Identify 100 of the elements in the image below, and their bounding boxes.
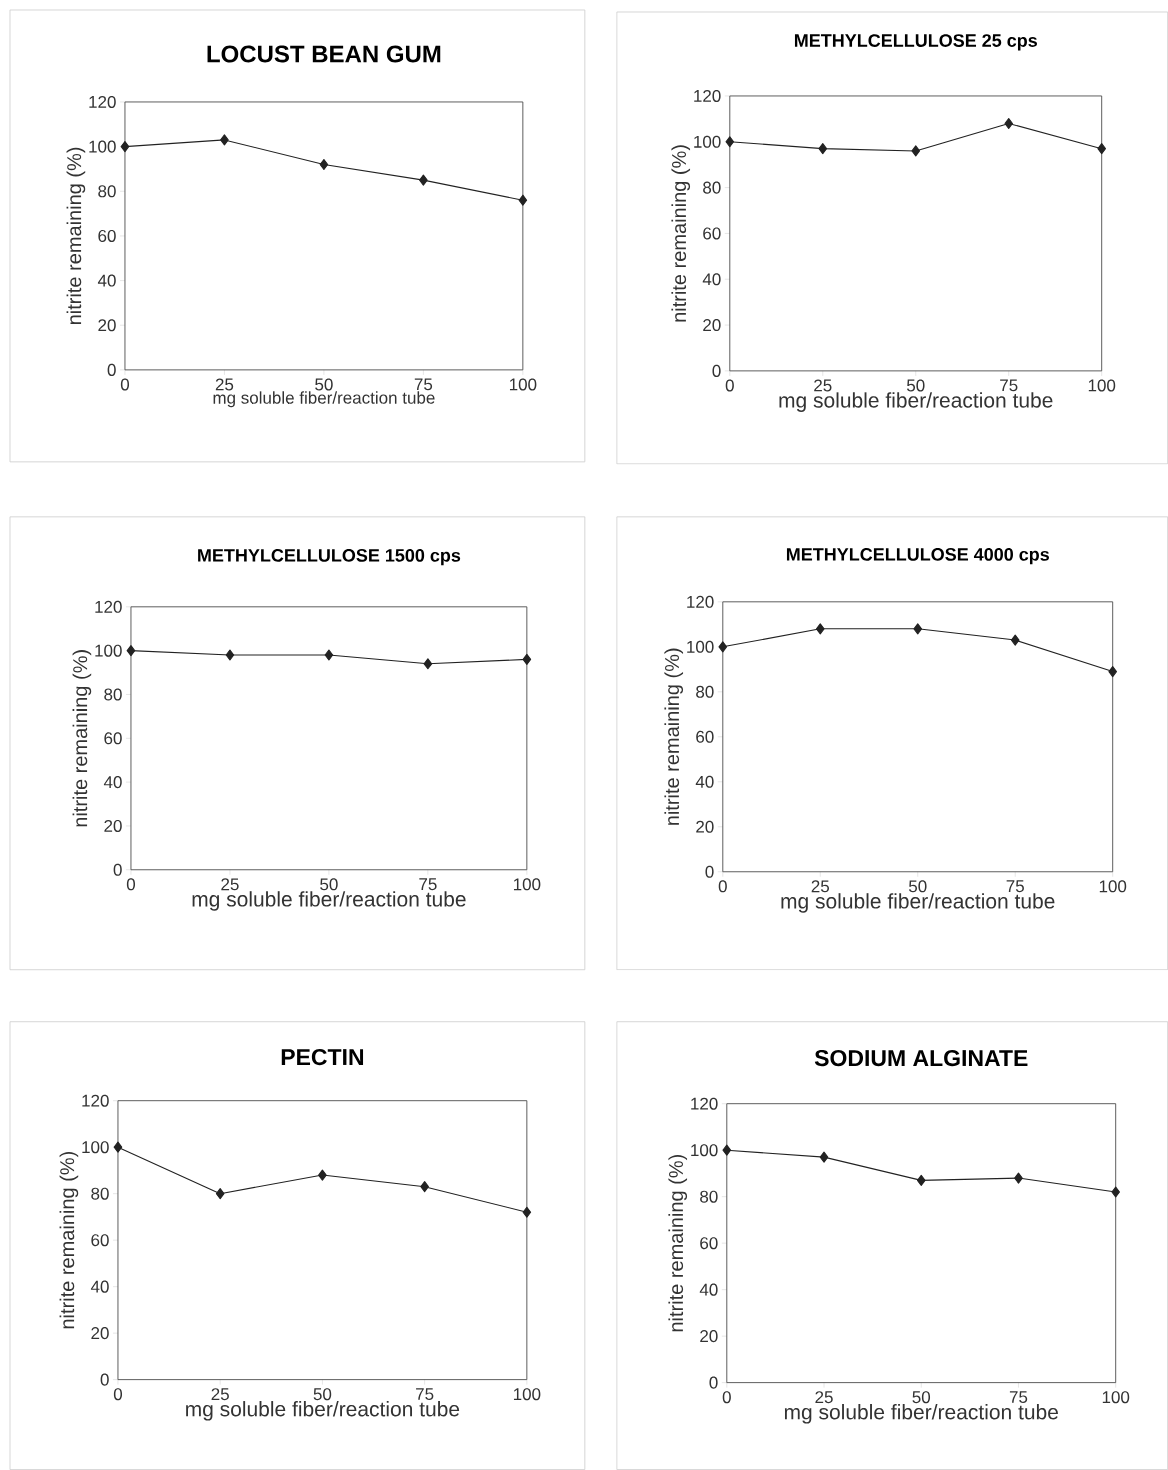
y-tick-label: 100: [687, 640, 714, 653]
point: [819, 1151, 829, 1163]
y-tick-label: 60: [98, 229, 116, 242]
y-tick-label: 0: [107, 363, 116, 376]
x-axis-title: mg soluble fiber/reaction tube: [779, 392, 1053, 412]
y-tick-label: 20: [91, 1327, 109, 1340]
y-tick-label: 40: [97, 274, 116, 287]
y-axis-title: nitrite remaining (%): [671, 145, 691, 322]
y-tick-label: 100: [89, 140, 116, 153]
x-axis-title: mg soluble fiber/reaction tube: [213, 391, 435, 408]
point: [911, 145, 921, 157]
x-tick-label: 25: [221, 878, 239, 891]
point: [1108, 666, 1117, 678]
point: [220, 134, 229, 146]
y-tick-label: 0: [709, 1376, 718, 1389]
y-tick-label: 80: [703, 181, 721, 194]
x-tick-label: 0: [725, 379, 734, 392]
x-tick-label: 50: [912, 1391, 931, 1404]
point: [423, 658, 433, 670]
x-tick-label: 50: [906, 379, 925, 392]
y-tick-label: 100: [691, 1144, 718, 1157]
point: [1097, 143, 1106, 155]
x-tick-label: 50: [908, 880, 927, 893]
point: [215, 1188, 225, 1200]
point: [818, 143, 828, 155]
point: [1014, 1172, 1023, 1184]
chart-title: LOCUST BEAN GUM: [207, 45, 441, 63]
y-tick-label: 120: [89, 95, 116, 108]
x-tick-label: 25: [814, 379, 832, 392]
point: [120, 141, 130, 153]
x-tick-label: 50: [320, 878, 338, 891]
chart-title: METHYLCELLULOSE 4000 cps: [786, 548, 1049, 565]
y-tick-label: 60: [104, 732, 122, 745]
point: [1010, 634, 1020, 646]
y-tick-label: 100: [95, 644, 122, 657]
y-tick-label: 60: [91, 1234, 109, 1247]
point: [419, 174, 428, 186]
y-tick-label: 120: [691, 1097, 718, 1110]
y-tick-label: 80: [98, 185, 116, 198]
x-axis-title: mg soluble fiber/reaction tube: [186, 1401, 460, 1421]
y-tick-label: 120: [694, 89, 721, 102]
y-tick-label: 40: [702, 273, 721, 286]
point: [113, 1141, 123, 1153]
chart-title: METHYLCELLULOSE 25 cps: [794, 34, 1037, 51]
y-tick-label: 0: [100, 1373, 109, 1386]
point: [420, 1181, 429, 1193]
y-axis-title: nitrite remaining (%): [72, 650, 92, 827]
y-axis-title: nitrite remaining (%): [664, 648, 684, 825]
y-tick-label: 100: [694, 135, 721, 148]
y-tick-label: 100: [82, 1141, 109, 1154]
x-tick-label: 50: [313, 1388, 332, 1401]
point: [319, 158, 329, 171]
x-tick-label: 100: [509, 378, 537, 391]
point: [916, 1174, 926, 1186]
y-tick-label: 60: [700, 1237, 718, 1250]
y-tick-label: 40: [695, 775, 714, 788]
point: [126, 645, 136, 657]
point: [815, 623, 825, 635]
y-tick-label: 0: [705, 865, 714, 878]
y-tick-label: 20: [104, 819, 122, 832]
point: [725, 136, 735, 148]
x-tick-label: 25: [215, 378, 234, 391]
y-tick-label: 40: [90, 1280, 109, 1293]
point: [225, 649, 235, 661]
x-tick-label: 0: [722, 1391, 731, 1404]
y-axis-title: nitrite remaining (%): [59, 1151, 79, 1329]
y-tick-label: 60: [703, 227, 721, 240]
y-tick-label: 120: [687, 595, 714, 608]
y-tick-label: 40: [103, 776, 122, 789]
x-axis-title: mg soluble fiber/reaction tube: [781, 893, 1055, 913]
y-tick-label: 0: [712, 364, 721, 377]
point: [913, 623, 923, 635]
x-tick-label: 75: [1009, 1391, 1028, 1404]
y-tick-label: 120: [95, 600, 122, 613]
chart-title: PECTIN: [281, 1048, 363, 1066]
y-axis-title: nitrite remaining (%): [66, 147, 86, 325]
x-tick-label: 0: [126, 878, 135, 891]
x-tick-label: 75: [419, 878, 437, 891]
point: [522, 653, 532, 665]
y-tick-label: 80: [91, 1187, 109, 1200]
x-tick-label: 100: [513, 878, 541, 891]
y-tick-label: 80: [104, 688, 122, 701]
x-tick-label: 75: [1000, 379, 1018, 392]
x-tick-label: 100: [1099, 880, 1127, 893]
y-tick-label: 80: [696, 685, 714, 698]
x-tick-label: 75: [1006, 880, 1024, 893]
x-tick-label: 25: [211, 1388, 229, 1401]
y-tick-label: 0: [113, 863, 122, 876]
point: [518, 194, 528, 206]
x-tick-label: 25: [815, 1391, 833, 1404]
y-tick-label: 20: [98, 319, 116, 332]
y-axis-title: nitrite remaining (%): [668, 1154, 688, 1332]
y-tick-label: 20: [700, 1330, 718, 1343]
point: [718, 641, 728, 653]
x-tick-label: 50: [315, 378, 333, 391]
x-tick-label: 75: [416, 1388, 434, 1401]
point: [522, 1206, 532, 1218]
x-tick-label: 100: [1102, 1391, 1130, 1404]
x-axis-title: mg soluble fiber/reaction tube: [192, 891, 466, 911]
y-tick-label: 80: [700, 1190, 718, 1203]
